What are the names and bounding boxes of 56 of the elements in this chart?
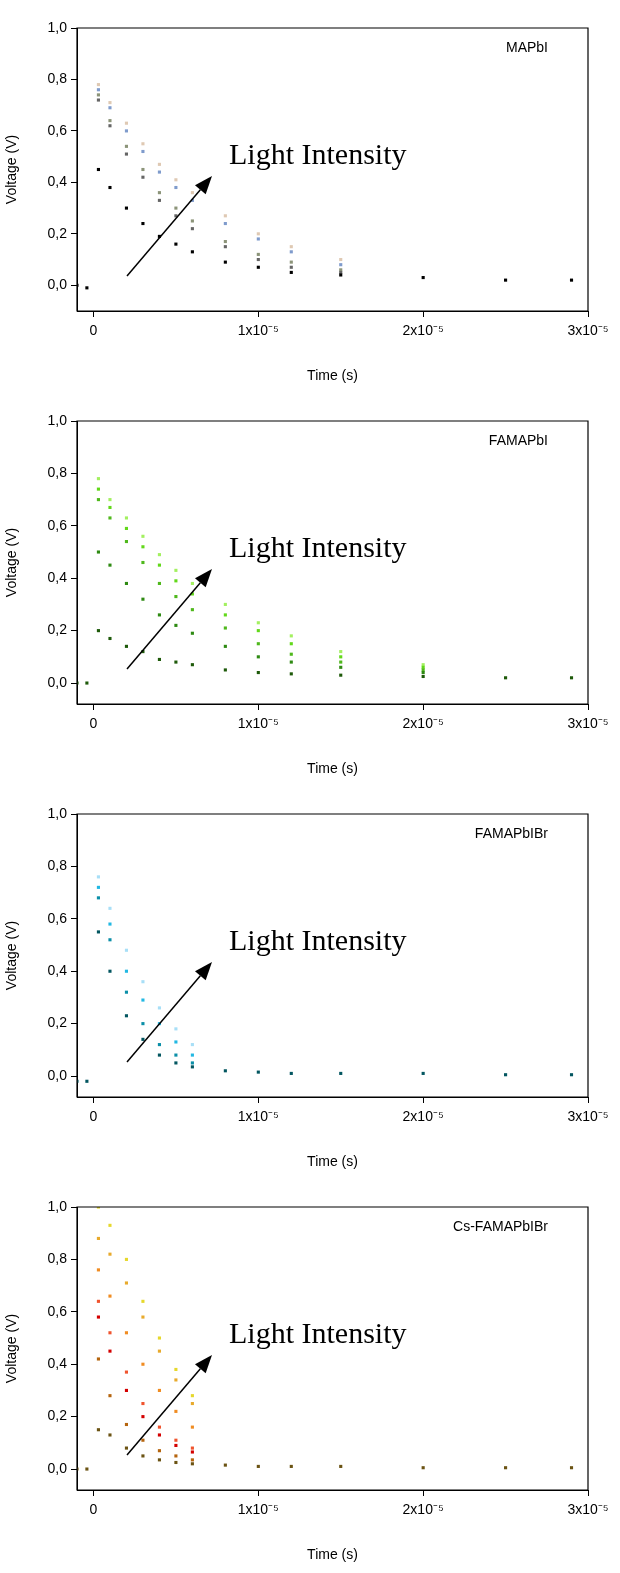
- x-tick-label: 1x10⁻⁵: [237, 1108, 279, 1125]
- y-tick-label: 0,6: [47, 1302, 68, 1319]
- x-tick-label: 0: [89, 1108, 98, 1125]
- x-tick-label: 3x10⁻⁵: [567, 1108, 609, 1125]
- y-tick-label: 0,8: [47, 1250, 68, 1267]
- x-tick-label: 2x10⁻⁵: [402, 1501, 444, 1518]
- annotation: Light Intensity: [229, 922, 407, 956]
- annotation: Cs-FAMAPbIBr: [453, 1217, 549, 1234]
- y-tick-label: 0,6: [47, 909, 68, 926]
- y-axis-title: Voltage (V): [3, 527, 20, 598]
- annotation: Light Intensity: [229, 136, 407, 170]
- x-tick-label: 1x10⁻⁵: [237, 1501, 279, 1518]
- x-tick-label: 3x10⁻⁵: [567, 322, 609, 339]
- y-tick-label: 0,8: [47, 70, 68, 87]
- y-tick-label: 0,6: [47, 516, 68, 533]
- y-tick-label: 0,0: [47, 673, 68, 690]
- y-tick-label: 0,0: [47, 1459, 68, 1476]
- x-tick-label: 0: [89, 322, 98, 339]
- y-tick-label: 0,2: [47, 1407, 68, 1424]
- y-axis-title: Voltage (V): [3, 920, 20, 991]
- y-tick-label: 1,0: [47, 18, 68, 35]
- y-tick-label: 0,4: [47, 173, 68, 190]
- x-tick-label: 2x10⁻⁵: [402, 715, 444, 732]
- y-tick-label: 0,0: [47, 1066, 68, 1083]
- annotation: FAMAPbIBr: [474, 824, 549, 841]
- x-tick-label: 0: [89, 1501, 98, 1518]
- annotation: MAPbI: [505, 38, 548, 55]
- y-tick-label: 0,2: [47, 621, 68, 638]
- y-tick-label: 0,4: [47, 569, 68, 586]
- y-tick-label: 0,8: [47, 464, 68, 481]
- x-tick-label: 1x10⁻⁵: [237, 322, 279, 339]
- y-tick-label: 0,2: [47, 1014, 68, 1031]
- y-tick-label: 0,6: [47, 121, 68, 138]
- x-tick-label: 3x10⁻⁵: [567, 1501, 609, 1518]
- y-tick-label: 0,0: [47, 276, 68, 293]
- y-tick-label: 0,4: [47, 962, 68, 979]
- y-tick-label: 1,0: [47, 411, 68, 428]
- y-tick-label: 0,4: [47, 1355, 68, 1372]
- x-tick-label: 0: [89, 715, 98, 732]
- x-tick-label: 2x10⁻⁵: [402, 1108, 444, 1125]
- x-tick-label: 3x10⁻⁵: [567, 715, 609, 732]
- x-axis-title: Time (s): [307, 1153, 358, 1170]
- y-axis-title: Voltage (V): [3, 134, 20, 205]
- y-tick-label: 1,0: [47, 804, 68, 821]
- y-tick-label: 0,8: [47, 857, 68, 874]
- x-tick-label: 2x10⁻⁵: [402, 322, 444, 339]
- annotation: FAMAPbI: [488, 431, 548, 448]
- y-axis-title: Voltage (V): [3, 1313, 20, 1384]
- x-axis-title: Time (s): [307, 1546, 358, 1563]
- y-tick-label: 1,0: [47, 1197, 68, 1214]
- y-tick-label: 0,2: [47, 224, 68, 241]
- x-tick-label: 1x10⁻⁵: [237, 715, 279, 732]
- annotation: Light Intensity: [229, 529, 407, 563]
- x-axis-title: Time (s): [307, 367, 358, 384]
- annotation: Light Intensity: [229, 1315, 407, 1349]
- x-axis-title: Time (s): [307, 760, 358, 777]
